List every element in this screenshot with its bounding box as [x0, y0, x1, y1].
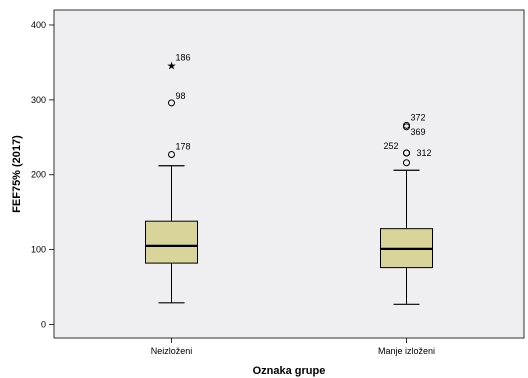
y-axis: 0 100 200 300 400 — [31, 20, 54, 330]
outlier-label: 372 — [411, 112, 426, 122]
outlier-marker — [403, 123, 410, 131]
outlier-label: 252 — [383, 141, 398, 151]
outlier-label: 312 — [417, 148, 432, 158]
y-axis-title: FEF75% (2017) — [11, 135, 23, 213]
box-iqr — [145, 220, 198, 264]
box-group: ★ 178 98 186 — [145, 52, 198, 304]
y-tick-label: 0 — [41, 320, 46, 330]
y-tick-label: 200 — [31, 170, 46, 180]
boxes: ★ 178 98 186 252 372 369 312 — [145, 52, 433, 305]
y-tick-label: 400 — [31, 20, 46, 30]
outlier-marker — [403, 159, 410, 167]
x-tick-label: Manje izloženi — [378, 346, 435, 356]
outlier-label: 178 — [176, 142, 191, 152]
outlier-marker — [168, 151, 175, 159]
outlier-marker — [168, 99, 175, 107]
plot-area — [53, 9, 525, 339]
box-group: 252 372 369 312 — [380, 112, 433, 305]
outlier-label: 369 — [411, 127, 426, 137]
outlier-label: 186 — [176, 52, 191, 62]
outlier-label: 98 — [176, 91, 186, 101]
x-axis-title: Oznaka grupe — [253, 365, 326, 377]
x-axis: Neizloženi Manje izloženi — [151, 338, 435, 356]
y-tick-label: 100 — [31, 245, 46, 255]
y-tick-label: 300 — [31, 95, 46, 105]
x-tick-label: Neizloženi — [151, 346, 193, 356]
outlier-star-marker: ★ — [167, 60, 177, 72]
outlier-marker — [403, 149, 410, 157]
